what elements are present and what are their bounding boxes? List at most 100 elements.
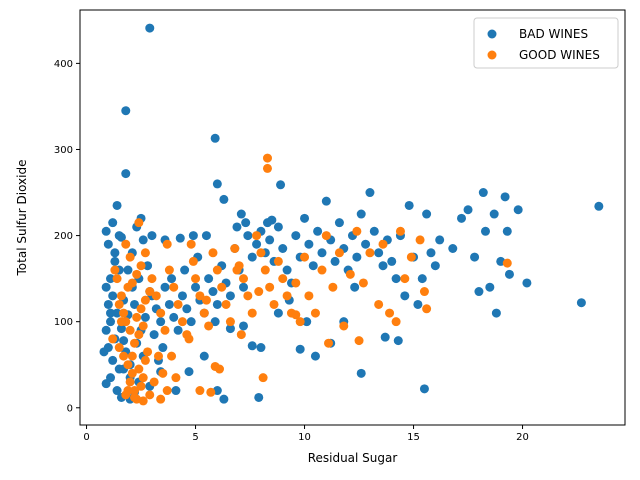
point-good-wines [354,336,364,346]
point-good-wines [119,351,129,361]
point-bad-wines [513,205,523,215]
point-bad-wines [404,200,414,210]
point-bad-wines [210,317,220,327]
point-good-wines [358,278,368,288]
point-good-wines [212,265,222,275]
point-bad-wines [167,274,177,284]
point-good-wines [162,239,172,249]
point-good-wines [201,295,211,305]
point-good-wines [247,308,257,318]
point-good-wines [132,269,142,279]
point-bad-wines [391,274,401,284]
point-bad-wines [182,304,192,314]
point-good-wines [295,317,305,327]
point-bad-wines [164,299,174,309]
point-good-wines [278,274,288,284]
point-good-wines [125,377,135,387]
point-good-wines [199,308,209,318]
point-bad-wines [300,213,310,223]
point-bad-wines [478,188,488,198]
point-bad-wines [356,368,366,378]
point-bad-wines [361,239,371,249]
plot-frame [79,9,626,426]
x-tick-label: 15 [407,432,420,443]
point-good-wines [167,351,177,361]
point-bad-wines [149,330,159,340]
point-good-wines [169,282,179,292]
point-bad-wines [267,215,277,225]
point-good-wines [123,360,133,370]
point-good-wines [232,265,242,275]
x-tick-label: 20 [516,432,529,443]
point-good-wines [352,226,362,236]
point-bad-wines [225,324,235,334]
point-good-wines [134,330,144,340]
points-layer [99,23,604,406]
point-good-wines [252,231,262,241]
point-good-wines [127,351,137,361]
x-tick-label: 0 [83,432,89,443]
point-good-wines [149,377,159,387]
point-bad-wines [191,282,201,292]
point-bad-wines [184,367,194,377]
point-bad-wines [504,269,514,279]
point-good-wines [317,265,327,275]
point-bad-wines [422,209,432,219]
point-good-wines [114,343,124,353]
point-good-wines [119,308,129,318]
point-good-wines [243,291,253,301]
y-axis-ticks: 0 100 200 300 400 [54,59,80,414]
point-bad-wines [365,188,375,198]
point-bad-wines [225,291,235,301]
point-bad-wines [219,194,229,204]
point-bad-wines [101,282,111,292]
point-bad-wines [147,231,157,241]
point-good-wines [378,239,388,249]
point-bad-wines [106,317,116,327]
point-bad-wines [108,291,118,301]
point-bad-wines [112,308,122,318]
point-bad-wines [156,317,166,327]
point-good-wines [204,321,214,331]
point-good-wines [130,338,139,348]
point-good-wines [136,261,146,271]
point-good-wines [291,278,301,288]
point-bad-wines [175,233,185,243]
point-bad-wines [321,196,331,206]
point-bad-wines [252,239,262,249]
point-bad-wines [110,248,120,258]
point-bad-wines [239,282,248,292]
point-good-wines [134,364,144,374]
point-bad-wines [199,351,209,361]
point-bad-wines [121,106,131,116]
point-good-wines [265,282,275,292]
x-tick-label: 10 [298,432,311,443]
y-axis-label: Total Sulfur Dioxide [15,160,29,277]
point-bad-wines [387,256,397,266]
point-bad-wines [273,308,283,318]
point-bad-wines [304,239,314,249]
legend-label-good-wines: GOOD WINES [519,48,600,62]
point-bad-wines [310,351,320,361]
point-bad-wines [594,201,604,211]
point-good-wines [112,274,122,284]
point-bad-wines [145,23,155,33]
point-bad-wines [522,278,532,288]
point-bad-wines [219,394,229,404]
point-good-wines [339,321,349,331]
point-good-wines [206,387,216,397]
point-good-wines [328,282,338,292]
point-bad-wines [188,231,198,241]
point-good-wines [164,265,174,275]
point-bad-wines [470,252,480,262]
point-good-wines [254,287,264,297]
point-bad-wines [121,169,131,179]
point-bad-wines [241,218,251,228]
point-good-wines [116,317,126,327]
point-good-wines [260,265,270,275]
point-good-wines [273,256,283,266]
point-good-wines [160,325,170,335]
point-bad-wines [236,209,246,219]
point-good-wines [136,381,146,391]
point-bad-wines [169,312,179,322]
